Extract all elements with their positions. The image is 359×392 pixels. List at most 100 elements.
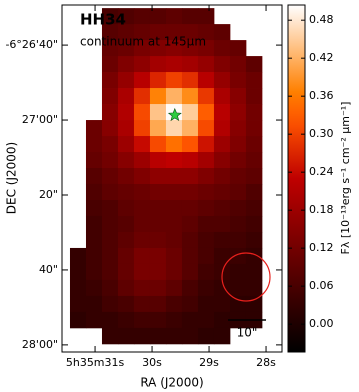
pixel: [197, 231, 215, 249]
pixel: [213, 215, 231, 233]
pixel: [133, 120, 151, 137]
pixel: [85, 136, 103, 153]
pixel: [69, 279, 87, 297]
pixel: [165, 279, 183, 297]
pixel: [213, 56, 231, 73]
pixel: [117, 215, 135, 233]
pixel: [149, 40, 167, 57]
x-tick-label: 5h35m31s: [66, 356, 125, 369]
pixel: [165, 311, 183, 329]
pixel: [213, 311, 231, 329]
pixel: [149, 72, 167, 89]
pixel: [229, 279, 247, 297]
y-tick-label: -6°26'40": [5, 38, 58, 51]
pixel: [245, 183, 263, 201]
pixel: [181, 56, 199, 73]
pixel: [181, 120, 199, 137]
pixel: [149, 136, 167, 153]
pixel: [149, 247, 167, 265]
pixel: [229, 40, 247, 57]
pixel: [149, 168, 167, 185]
axes-frame: [61, 4, 283, 353]
pixel: [133, 327, 151, 345]
pixel: [165, 120, 183, 137]
pixel: [101, 168, 119, 185]
pixel: [165, 8, 183, 25]
pixel: [101, 183, 119, 201]
source-marker: [167, 107, 182, 122]
pixel: [149, 183, 167, 201]
pixel: [101, 72, 119, 89]
pixel: [101, 215, 119, 233]
pixel: [133, 279, 151, 297]
pixel: [101, 136, 119, 153]
pixel: [229, 104, 247, 121]
pixel: [117, 136, 135, 153]
pixel: [149, 199, 167, 217]
pixel: [181, 104, 199, 121]
pixel: [133, 247, 151, 265]
pixel: [229, 247, 247, 265]
x-tick-label: 28s: [256, 356, 276, 369]
y-tick-label: 40": [39, 263, 58, 276]
pixel: [101, 40, 119, 57]
pixel: [165, 168, 183, 185]
pixel: [165, 40, 183, 57]
pixel: [181, 247, 199, 265]
y-tick-label: 27'00": [22, 113, 58, 126]
pixel: [213, 40, 231, 57]
pixel: [117, 40, 135, 57]
pixel: [181, 327, 199, 345]
beam: [221, 252, 271, 302]
pixel: [197, 247, 215, 265]
pixel: [181, 152, 199, 169]
pixel: [149, 311, 167, 329]
pixel: [133, 152, 151, 169]
pixel: [133, 231, 151, 249]
pixel: [165, 215, 183, 233]
y-tick-label: 28'00": [22, 338, 58, 351]
pixel: [117, 295, 135, 313]
y-tick-label: 20": [39, 188, 58, 201]
pixel: [181, 311, 199, 329]
pixel: [197, 199, 215, 217]
pixel: [197, 263, 215, 281]
pixel: [117, 72, 135, 89]
pixel: [213, 136, 231, 153]
pixel: [245, 104, 263, 121]
pixel: [245, 247, 263, 265]
pixel: [133, 295, 151, 313]
pixel: [165, 24, 183, 41]
pixel: [117, 120, 135, 137]
pixel: [133, 199, 151, 217]
pixel: [117, 183, 135, 201]
pixel: [133, 311, 151, 329]
pixel: [181, 40, 199, 57]
pixel: [85, 247, 103, 265]
pixel: [101, 247, 119, 265]
pixel: [197, 311, 215, 329]
pixel: [181, 199, 199, 217]
pixel: [181, 183, 199, 201]
pixel: [69, 295, 87, 313]
pixel: [229, 215, 247, 233]
pixel: [229, 183, 247, 201]
pixel: [165, 183, 183, 201]
pixel: [197, 120, 215, 137]
pixel: [213, 24, 231, 41]
pixel: [133, 88, 151, 105]
pixel: [165, 247, 183, 265]
pixel: [133, 104, 151, 121]
pixel: [245, 56, 263, 73]
pixel: [149, 8, 167, 25]
colorbar-tick-label: 0.18: [309, 203, 334, 216]
pixel: [245, 136, 263, 153]
pixel: [213, 199, 231, 217]
pixel: [229, 72, 247, 89]
pixel: [213, 183, 231, 201]
pixel: [165, 136, 183, 153]
pixel: [245, 88, 263, 105]
pixel: [149, 152, 167, 169]
pixel: [197, 295, 215, 313]
